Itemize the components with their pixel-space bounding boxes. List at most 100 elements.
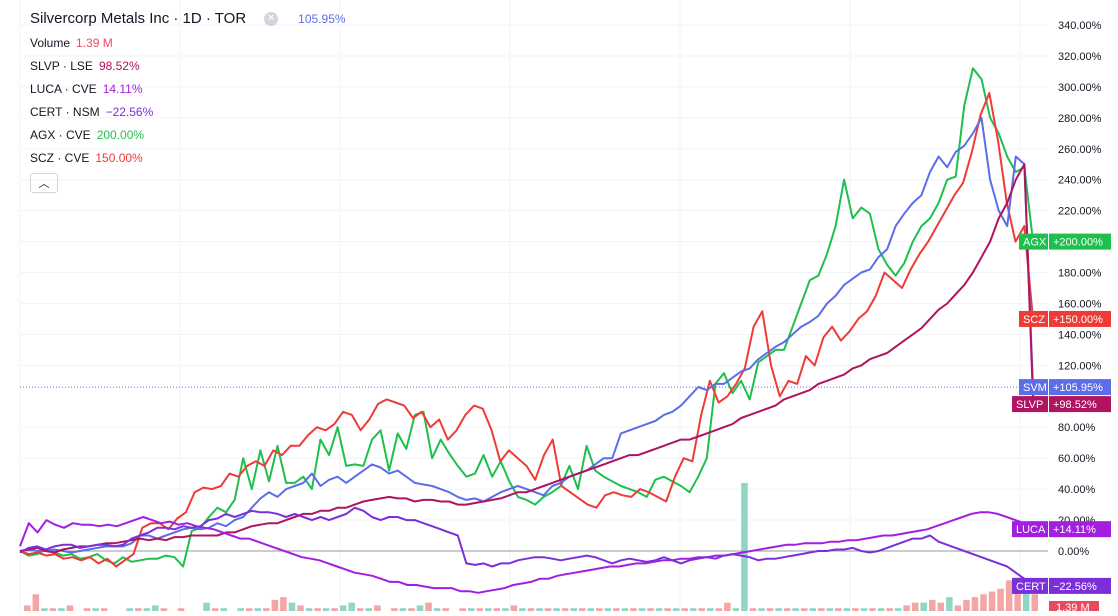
volume-bar [604,608,612,611]
volume-bar [655,608,663,611]
left-toolbar-edge [0,0,12,611]
volume-bar [707,608,714,611]
volume-bar [561,608,569,611]
volume-bar [297,605,304,611]
volume-bar [946,597,953,611]
volume-bar [809,608,817,611]
volume-bar [988,591,996,611]
volume-bar [220,608,227,611]
volume-bar [374,605,381,611]
volume-bar [963,599,970,611]
volume-bar [519,608,526,611]
price-tag-name-box [1012,396,1048,413]
volume-bar [818,608,825,611]
volume-bar [638,608,646,611]
price-tag-slvp[interactable]: SLVP +98.52% [1012,396,1111,413]
volume-bar [92,608,99,611]
legend-panel: Silvercorp Metals Inc · 1D · TOR ✕ 105.9… [30,10,346,193]
legend-value: 14.11% [102,82,143,96]
legend-label: LUCA · CVE [30,82,97,96]
series-line-svm[interactable] [19,116,1034,554]
series-line-agx[interactable] [19,67,1034,568]
y-tick-label: 120.00% [1058,360,1102,372]
y-tick-label: 0.00% [1058,546,1089,558]
volume-bar [24,605,31,611]
y-tick-label: 60.00% [1058,453,1096,465]
price-tag-value-box [1049,577,1111,594]
y-tick-label: 300.00% [1058,82,1102,94]
price-tag-agx[interactable]: AGX +200.00% [1019,233,1111,250]
y-tick-label: 260.00% [1058,144,1102,156]
price-tag-value-box [1049,233,1111,250]
volume-bar [433,608,441,611]
chevron-up-icon[interactable]: ︿ [30,173,58,193]
volume-bar [775,608,782,611]
volume-bar [271,599,279,611]
legend-item-agx[interactable]: AGX · CVE 200.00% [30,128,346,142]
volume-bar [1022,585,1030,611]
price-tag-name: SVM [1023,382,1047,394]
volume-bar [280,597,287,611]
volume-bar [621,608,629,611]
volume-bar [741,483,748,611]
volume-bar [485,608,492,611]
series-line-scz[interactable] [19,92,1034,568]
volume-bar [997,588,1004,611]
price-tag-cert[interactable]: CERT −22.56% [1012,577,1111,594]
close-icon[interactable]: ✕ [264,11,279,26]
volume-bar [510,605,518,611]
volume-bar [245,608,253,611]
volume-bar [886,608,893,611]
legend-item-cert[interactable]: CERT · NSM −22.56% [30,105,346,119]
price-tag-name: AGX [1023,237,1047,249]
legend-label: SCZ · CVE [30,151,90,165]
legend-label: Volume [30,36,71,50]
volume-bar [877,608,885,611]
volume-bar [843,608,851,611]
volume-bar [911,602,919,611]
legend-value: −22.56% [105,105,154,119]
volume-bar [305,608,313,611]
symbol-title[interactable]: Silvercorp Metals Inc · 1D · TOR [30,10,247,27]
price-tag-scz[interactable]: SCZ +150.00% [1019,310,1111,327]
price-tag-svm[interactable]: SVM +105.95% [1019,379,1111,396]
volume-bar [41,608,48,611]
volume-bar [83,608,91,611]
legend-value: 150.00% [95,151,143,165]
series-line-luca[interactable] [19,511,1034,594]
volume-bar [339,605,347,611]
volume-bar [442,608,449,611]
volume-bar [32,594,40,611]
legend-item-scz[interactable]: SCZ · CVE 150.00% [30,151,346,165]
volume-bar [493,608,501,611]
volume-tag-value: 1.39 M [1056,602,1090,611]
series-line-slvp[interactable] [19,163,1034,554]
legend-item-slvp[interactable]: SLVP · LSE 98.52% [30,59,346,73]
volume-bar [416,605,424,611]
legend-label: AGX · CVE [30,128,91,142]
volume-bar [527,608,535,611]
legend-item-volume[interactable]: Volume 1.39 M [30,36,346,50]
volume-bar [134,608,142,611]
price-tag-name-box [1019,310,1048,327]
volume-bar [630,608,637,611]
price-tag-luca[interactable]: LUCA +14.11% [1012,521,1111,538]
series-line-cert[interactable] [19,506,1034,587]
volume-bar [929,599,936,611]
volume-bar [237,608,244,611]
price-tag-value-box [1049,396,1111,413]
volume-bar [724,602,731,611]
volume-bar [852,608,859,611]
volume-bar [578,608,586,611]
y-tick-label: 140.00% [1058,329,1102,341]
volume-bar [126,608,133,611]
volume-bar [869,608,876,611]
y-tick-label: 80.00% [1058,422,1096,434]
price-tag-name-box [1019,379,1048,396]
legend-item-luca[interactable]: LUCA · CVE 14.11% [30,82,346,96]
volume-bar [971,597,979,611]
volume-bar [391,608,398,611]
volume-bar [356,608,364,611]
